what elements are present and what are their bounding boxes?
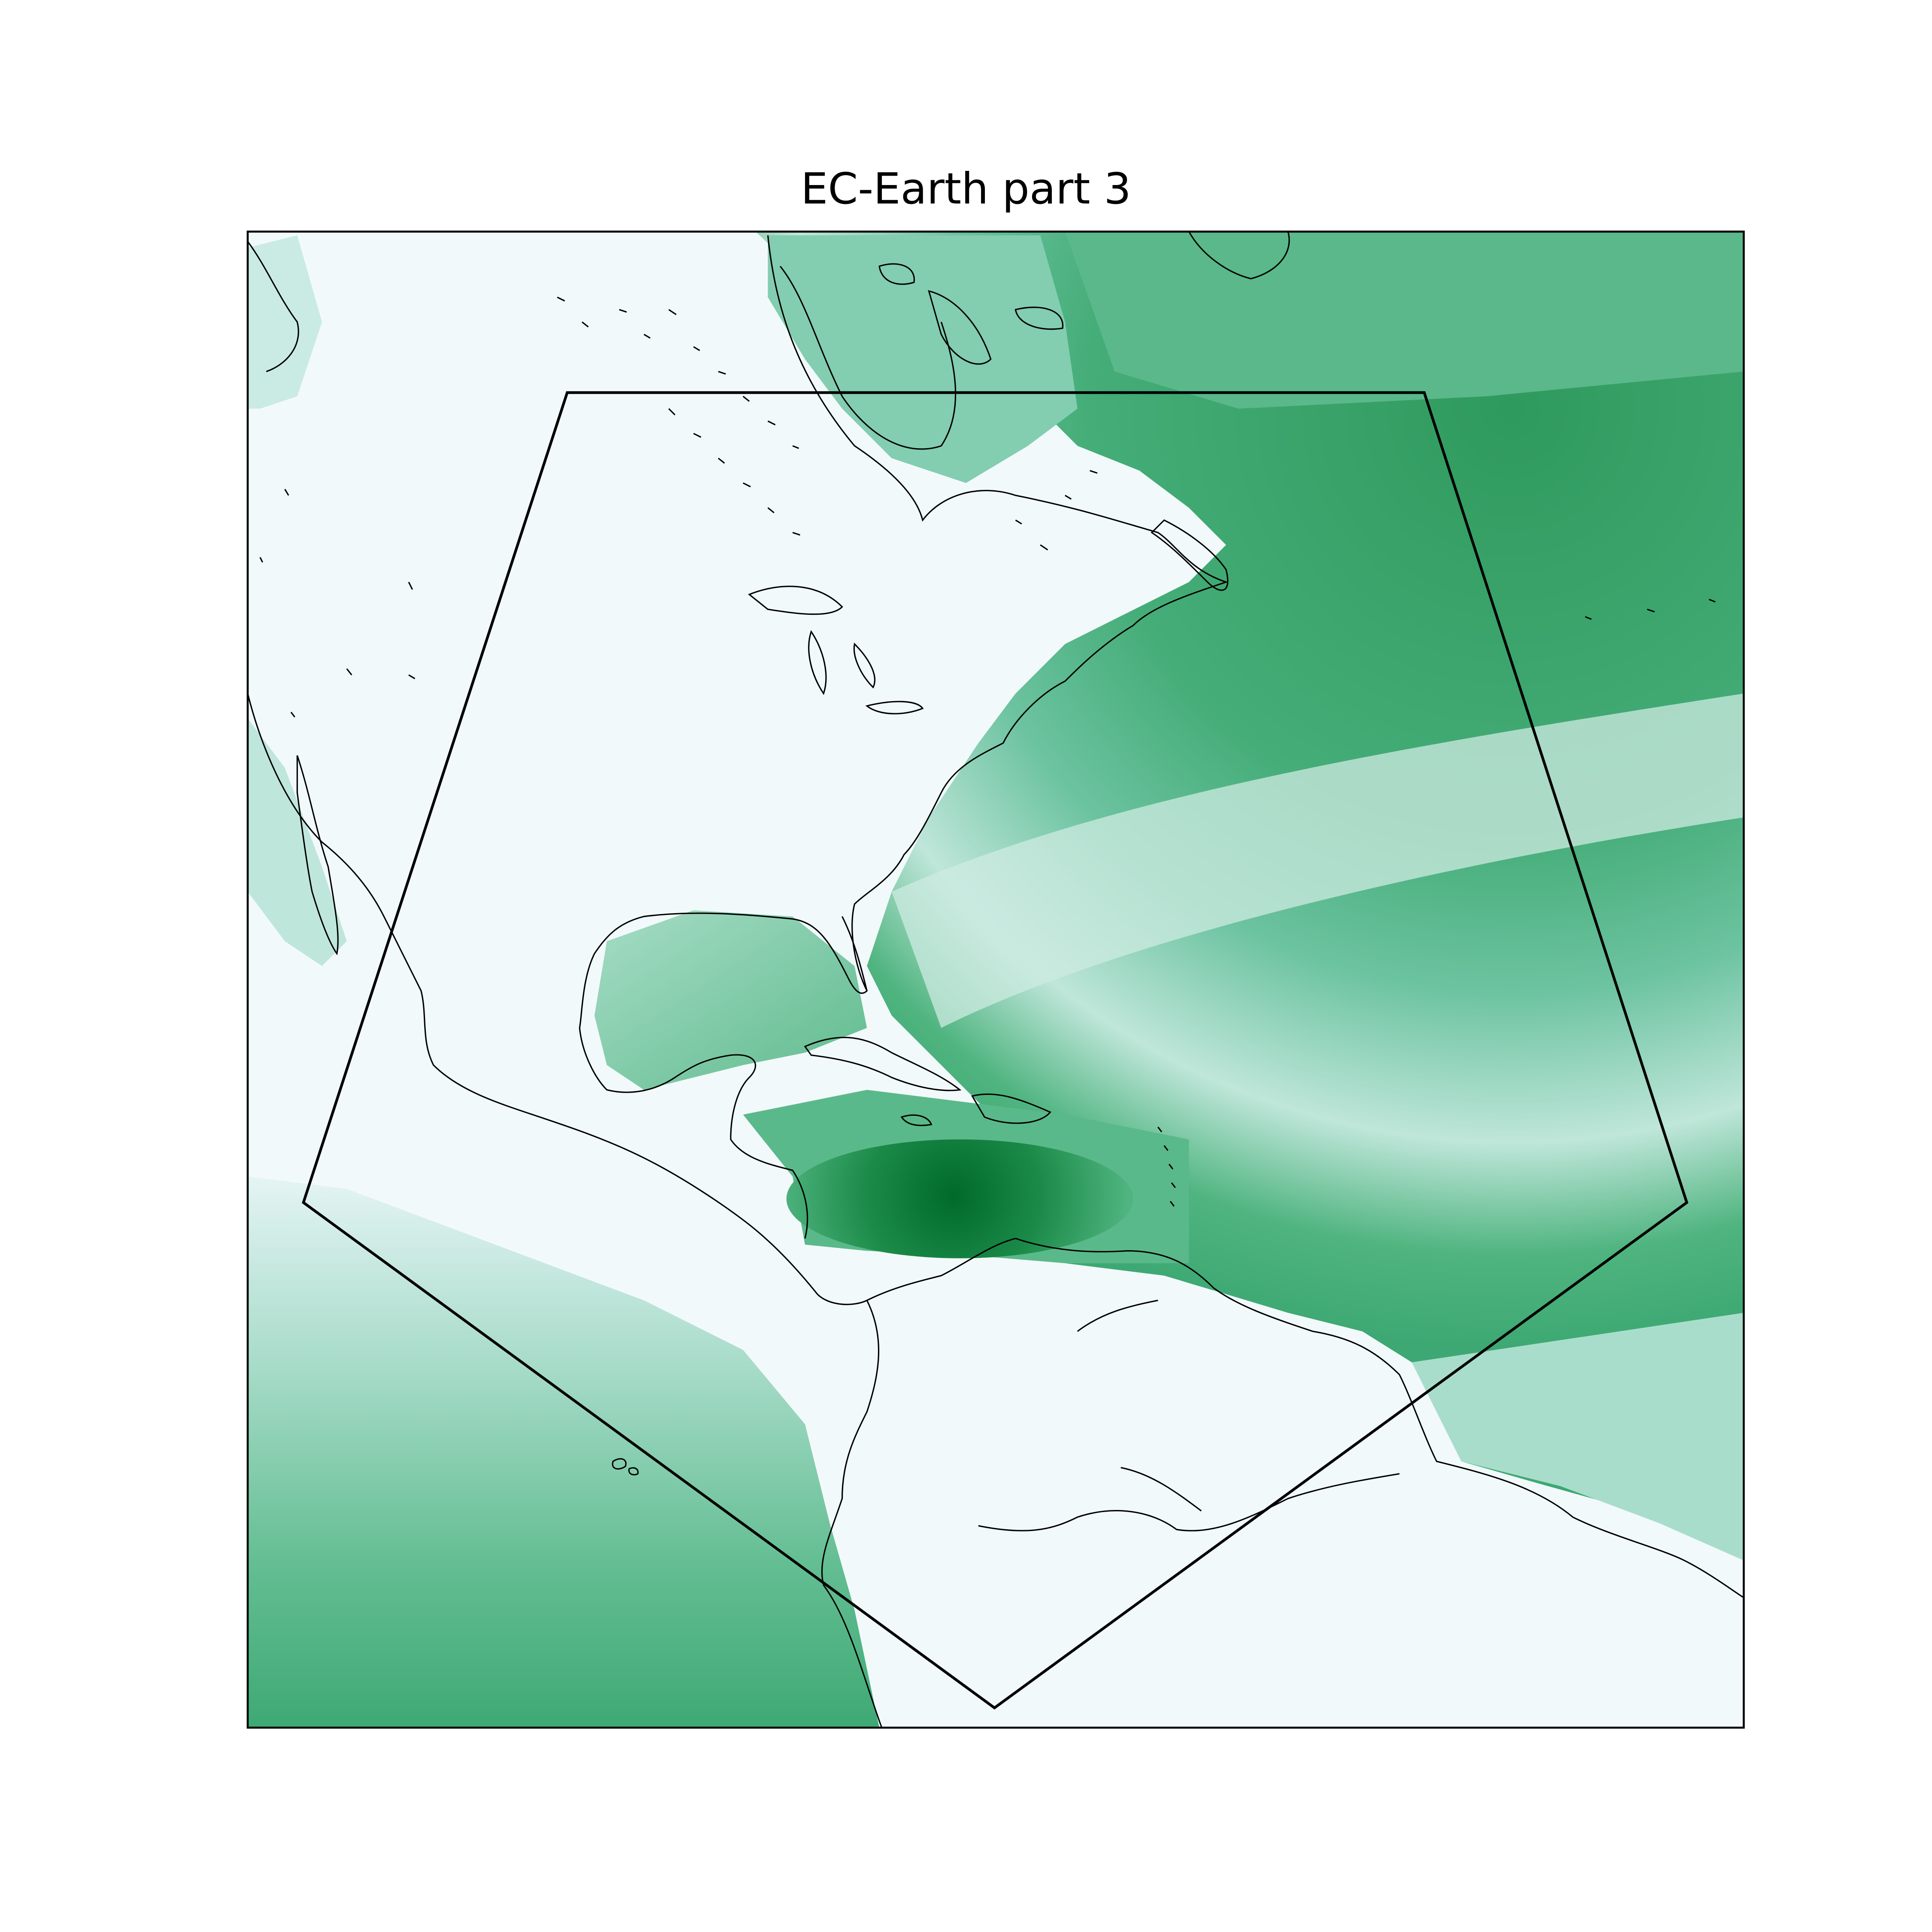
coastline-antilles [1157, 1127, 1176, 1207]
river-orinoco [1077, 1300, 1158, 1332]
data-field [247, 231, 1744, 1728]
map-title: EC-Earth part 3 [801, 164, 1131, 214]
caribbean-hotspot [786, 1139, 1133, 1258]
coastline-newfoundland [1151, 519, 1229, 591]
coastline-hispaniola [971, 1093, 1051, 1124]
pacific-mid-field [247, 718, 347, 966]
coastline-pacific-islands [259, 489, 416, 718]
coastline-jamaica [900, 1114, 933, 1126]
river-amazon [978, 1473, 1400, 1531]
north-field [1065, 231, 1744, 409]
region-outline [302, 391, 1689, 1710]
coastline-galapagos [612, 1458, 639, 1476]
hudson-bay-field [768, 235, 1078, 483]
coastline-small-islands [557, 296, 1716, 620]
coastline-baja [296, 755, 339, 956]
coastline-south-america-west [821, 1300, 883, 1728]
coastline-hudson-bay [780, 266, 957, 450]
axes-frame [246, 231, 1745, 1729]
south-atlantic-field [1412, 1312, 1744, 1561]
pacific-field [247, 1176, 880, 1728]
coastline-south-america-north [866, 1237, 1744, 1598]
coastline-north-america-east [579, 235, 1228, 1239]
pacific-nw-field [247, 235, 322, 409]
coastlines [247, 231, 1744, 1728]
river-tributary [1121, 1467, 1202, 1512]
coastline-cuba [804, 1036, 962, 1091]
atlantic-light-band [891, 693, 1744, 1028]
coastline-central-america-west [247, 693, 867, 1305]
coastline-great-lakes [748, 586, 924, 714]
coastline-florida [841, 916, 868, 991]
gulf-of-mexico-field [594, 910, 867, 1090]
coastline-alaska [247, 241, 299, 372]
coastline-arctic-islands [878, 263, 1063, 365]
coastline-greenland [1188, 231, 1290, 279]
